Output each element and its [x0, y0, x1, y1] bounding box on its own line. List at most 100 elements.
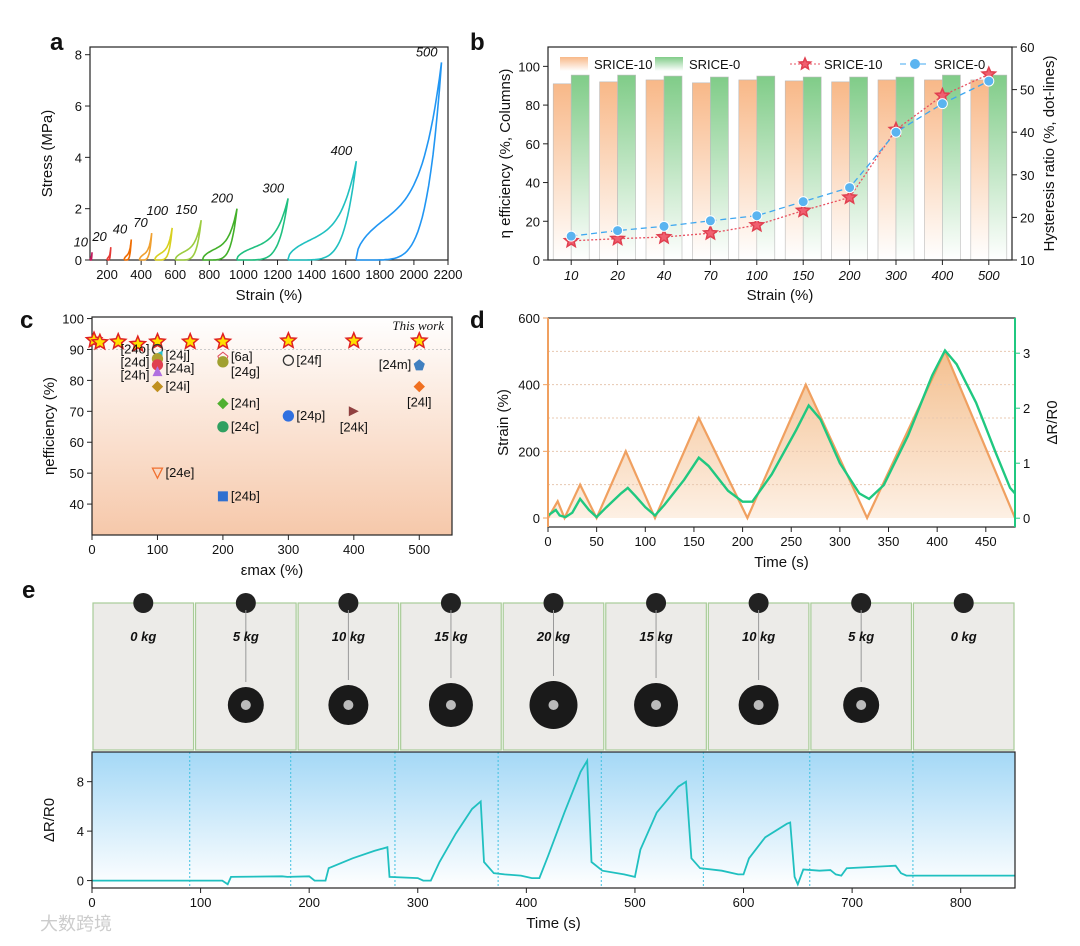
- load-label: 20 kg: [536, 629, 570, 644]
- hysteresis-loop-20: [106, 247, 112, 261]
- y-tick-label: 60: [1020, 40, 1034, 55]
- panel-label-c: c: [20, 307, 33, 334]
- x-axis-label: Time (s): [526, 915, 580, 932]
- this-work-star: [180, 331, 200, 350]
- photo-frame: 5 kg: [810, 593, 913, 751]
- marker-24l: [413, 380, 425, 393]
- y2-axis-label: Hysteresis ratio (%, dot-lines): [1041, 56, 1058, 252]
- x-tick-label: 700: [841, 895, 863, 910]
- y-tick-label: 20: [1020, 210, 1034, 225]
- bar-srice-10-500: [970, 79, 990, 261]
- plot-frame: [91, 751, 1016, 889]
- loop-label: 20: [91, 229, 107, 244]
- x-tick-label: 450: [975, 534, 997, 549]
- clamp-icon: [748, 593, 769, 613]
- x-tick-label: 20: [609, 268, 625, 283]
- reference-label: [24o]: [121, 341, 150, 356]
- marker-24n: [217, 397, 229, 410]
- panel-e-load-response: 0 kg 5 kg 10 kg 15 kg 20 kg 15 kg 10 kg 5 kg 0 k…: [41, 593, 1016, 932]
- loop-label: 10: [74, 234, 89, 249]
- point-circle: [936, 98, 948, 110]
- bar-srice-0-500: [988, 74, 1008, 261]
- photo-frame: 20 kg: [502, 593, 605, 751]
- x-tick-label: 2000: [399, 267, 428, 282]
- y-tick-label: 50: [1020, 83, 1034, 98]
- weight-hub: [753, 700, 764, 710]
- x-tick-label: 300: [278, 542, 300, 557]
- photo-frame: 15 kg: [400, 593, 502, 751]
- photo-frame: 15 kg: [605, 593, 707, 751]
- loop-label: 100: [146, 203, 168, 218]
- x-tick-label: 300: [885, 268, 907, 283]
- hysteresis-loop-500: [355, 62, 443, 261]
- y-axis-label: Stress (MPa): [39, 110, 56, 198]
- x-tick-label: 200: [212, 542, 234, 557]
- y-tick-label: 0: [75, 253, 82, 268]
- hysteresis-loop-200: [201, 208, 238, 261]
- x-axis-label: Strain (%): [236, 287, 303, 304]
- panel-b-efficiency-hysteresis: 10 20 40 70 100 150 200 300 400 500 0 20 40 60 80 100 10…: [497, 40, 1058, 304]
- panel-label-e: e: [22, 577, 35, 604]
- x-tick-label: 40: [657, 268, 672, 283]
- y-tick-label: 30: [1020, 168, 1034, 183]
- y-tick-label: 0: [77, 874, 84, 889]
- load-label: 0 kg: [951, 629, 977, 644]
- reference-label: [24m]: [379, 357, 412, 372]
- reference-label: [24d]: [121, 354, 150, 369]
- this-work-star: [213, 331, 233, 350]
- marker-24m: [413, 359, 425, 371]
- reference-label: [6a]: [231, 349, 253, 364]
- x-tick-label: 800: [950, 895, 972, 910]
- legend-label: SRICE-10: [824, 57, 883, 72]
- x-tick-label: 2200: [434, 267, 463, 282]
- y-tick-label: 0: [1023, 511, 1030, 526]
- load-label: 10 kg: [332, 629, 365, 644]
- x-tick-label: 150: [683, 534, 705, 549]
- marker-24c: [217, 421, 229, 433]
- legend-circle-icon: [910, 59, 920, 69]
- x-tick-label: 1200: [263, 267, 292, 282]
- clamp-icon: [133, 593, 154, 613]
- x-tick-label: 1800: [365, 267, 394, 282]
- y-tick-label: 1: [1023, 456, 1030, 471]
- weight-hub: [343, 700, 354, 710]
- x-axis-label: Time (s): [754, 554, 808, 571]
- load-label: 10 kg: [742, 629, 775, 644]
- strain-area: [548, 351, 1015, 518]
- y-tick-label: 100: [518, 59, 540, 74]
- x-tick-label: 800: [198, 267, 220, 282]
- x-axis-label: Strain (%): [747, 287, 814, 304]
- load-label: 15 kg: [639, 629, 672, 644]
- point-star: [609, 229, 627, 247]
- weight-hub: [445, 700, 456, 710]
- hysteresis-loop-400: [287, 161, 358, 261]
- x-tick-label: 100: [746, 268, 768, 283]
- marker-24h: [152, 366, 163, 377]
- x-tick-label: 400: [926, 534, 948, 549]
- legend: SRICE-10 SRICE-0 SRICE-10 SRICE-0: [560, 56, 985, 72]
- hysteresis-loop-10: [89, 252, 93, 261]
- x-tick-label: 350: [878, 534, 900, 549]
- hysteresis-loop-70: [138, 232, 153, 261]
- load-label: 5 kg: [233, 629, 259, 644]
- x-tick-label: 200: [732, 534, 754, 549]
- panel-label-a: a: [50, 29, 64, 56]
- x-tick-label: 250: [780, 534, 802, 549]
- legend-label: SRICE-0: [934, 57, 985, 72]
- reference-label: [24i]: [165, 379, 190, 394]
- x-tick-label: 600: [164, 267, 186, 282]
- y-tick-label: 60: [526, 137, 540, 152]
- y-tick-label: 50: [70, 466, 84, 481]
- clamp-icon: [338, 593, 359, 613]
- point-star: [748, 216, 766, 233]
- resistance-line: [547, 348, 1016, 519]
- hysteresis-loop-300: [235, 198, 289, 261]
- y-tick-label: 60: [70, 435, 84, 450]
- clamp-icon: [646, 593, 667, 613]
- y-tick-label: 20: [526, 214, 540, 229]
- photo-background: [92, 602, 195, 751]
- loop-label: 150: [175, 202, 197, 217]
- weight-hub: [651, 700, 662, 710]
- panel-c-comparison-scatter: 0 100 200 300 400 500 40 50 60 70 80 90 100 εmax (%) η…: [41, 312, 453, 579]
